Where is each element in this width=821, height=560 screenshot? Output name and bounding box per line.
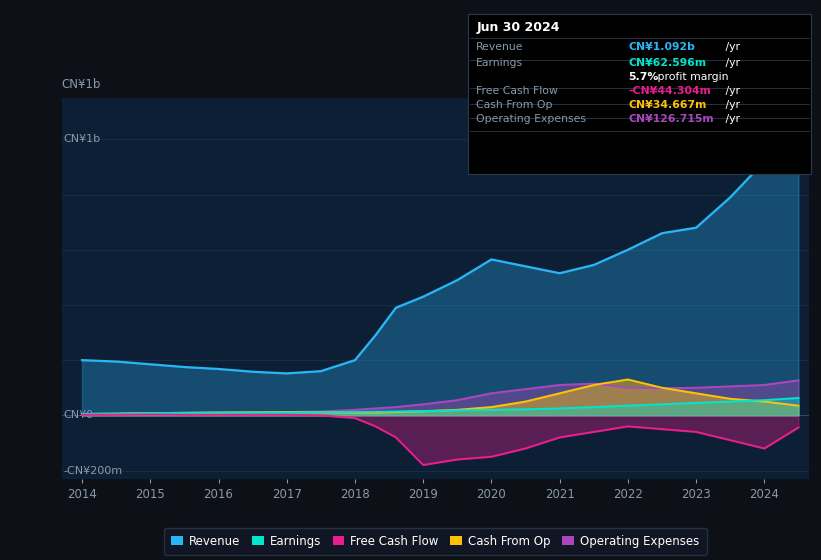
Text: /yr: /yr: [722, 58, 741, 68]
Text: profit margin: profit margin: [654, 72, 729, 82]
Text: Jun 30 2024: Jun 30 2024: [476, 21, 560, 34]
Text: -CN¥44.304m: -CN¥44.304m: [628, 86, 711, 96]
Text: /yr: /yr: [722, 43, 741, 53]
Text: CN¥1b: CN¥1b: [62, 78, 101, 91]
Text: /yr: /yr: [722, 86, 741, 96]
Legend: Revenue, Earnings, Free Cash Flow, Cash From Op, Operating Expenses: Revenue, Earnings, Free Cash Flow, Cash …: [163, 528, 707, 555]
Text: /yr: /yr: [722, 114, 741, 124]
Text: CN¥34.667m: CN¥34.667m: [628, 100, 706, 110]
Text: 5.7%: 5.7%: [628, 72, 658, 82]
Text: CN¥126.715m: CN¥126.715m: [628, 114, 713, 124]
Text: Free Cash Flow: Free Cash Flow: [476, 86, 558, 96]
Text: -CN¥200m: -CN¥200m: [63, 465, 122, 475]
Text: Cash From Op: Cash From Op: [476, 100, 553, 110]
Text: CN¥1.092b: CN¥1.092b: [628, 43, 695, 53]
Text: Earnings: Earnings: [476, 58, 523, 68]
Text: CN¥0: CN¥0: [63, 410, 94, 421]
Text: CN¥1b: CN¥1b: [63, 134, 100, 144]
Text: Revenue: Revenue: [476, 43, 524, 53]
Text: Operating Expenses: Operating Expenses: [476, 114, 586, 124]
Text: CN¥62.596m: CN¥62.596m: [628, 58, 706, 68]
Text: /yr: /yr: [722, 100, 741, 110]
